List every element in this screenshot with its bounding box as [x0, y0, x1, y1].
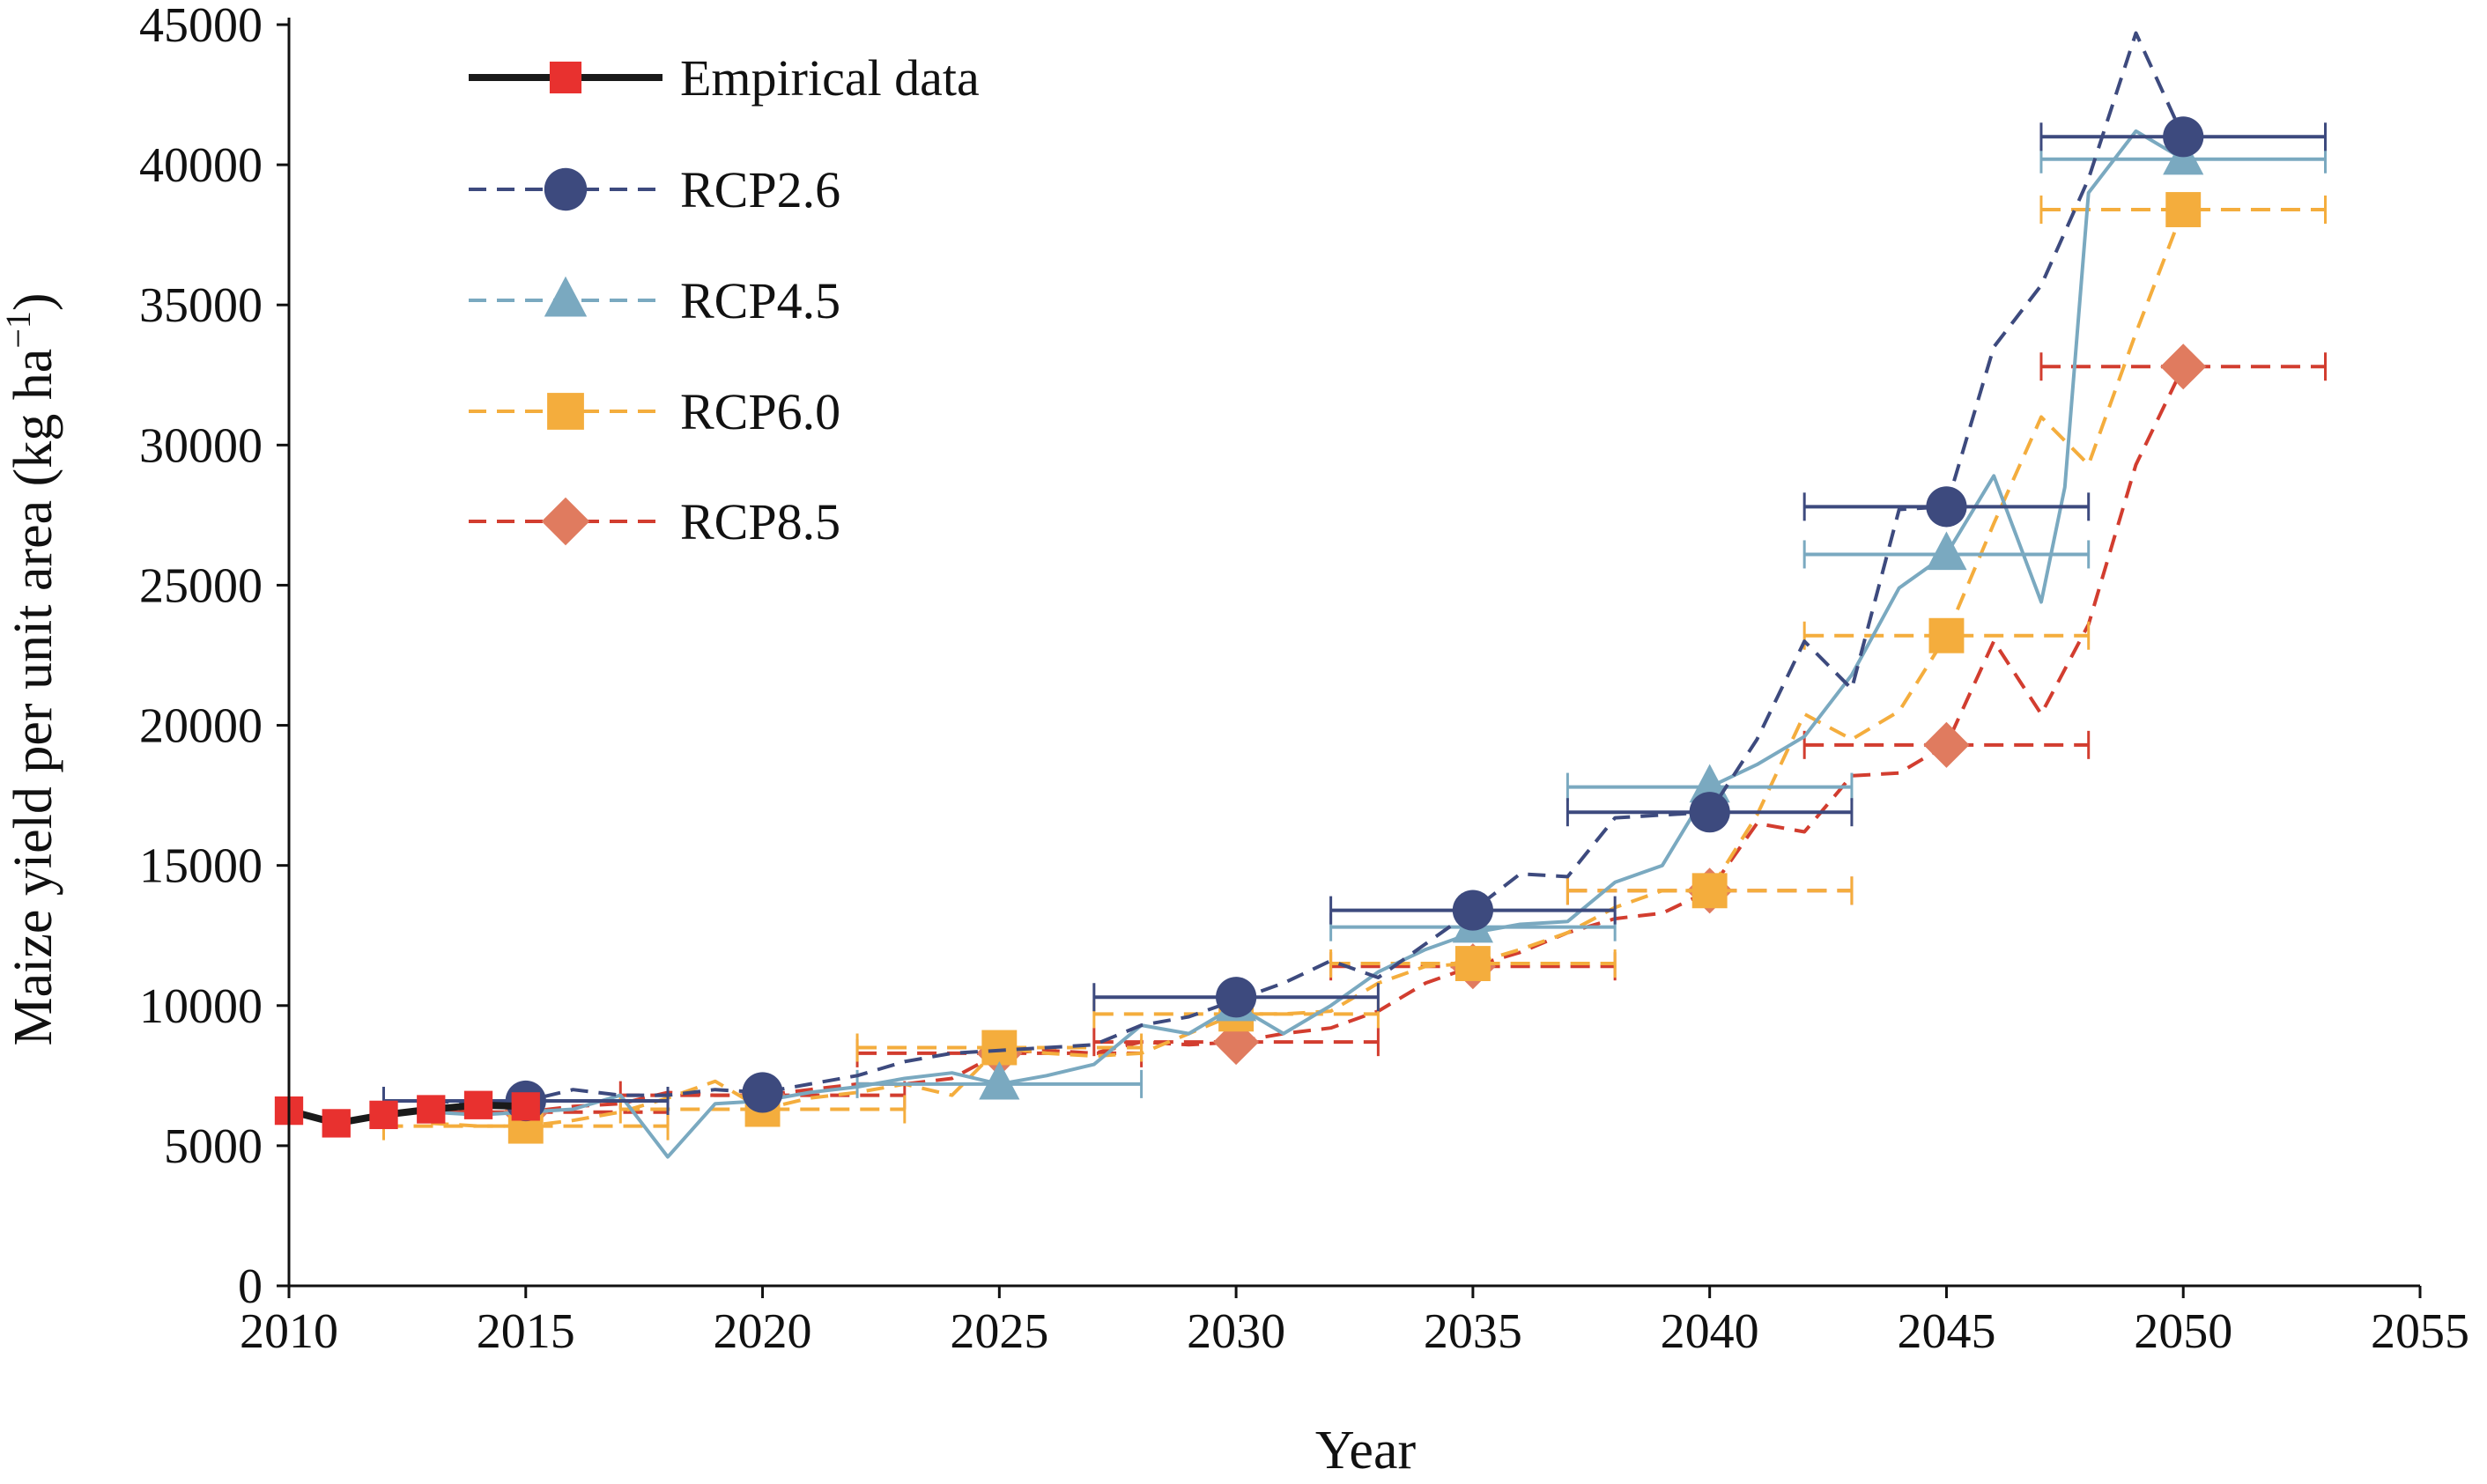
x-tick-label: 2050 [2134, 1304, 2232, 1359]
y-tick-label: 0 [238, 1259, 263, 1314]
data-point [463, 1090, 493, 1119]
legend-item: RCP4.5 [469, 272, 840, 329]
data-point [322, 1109, 351, 1138]
data-point [742, 1072, 783, 1113]
data-point [1452, 890, 1493, 931]
legend-label: Empirical data [680, 49, 980, 107]
y-tick-label: 15000 [139, 839, 263, 894]
x-tick-label: 2010 [240, 1304, 338, 1359]
legend-marker [544, 276, 588, 317]
x-axis-title: Year [1315, 1421, 1417, 1480]
y-tick-label: 20000 [139, 699, 263, 754]
y-tick-label: 35000 [139, 278, 263, 333]
series-rcp2-6 [382, 31, 2327, 1122]
data-point [2160, 343, 2207, 390]
series-rcp8-5 [382, 343, 2327, 1135]
y-axis-title-close: ) [4, 292, 63, 311]
data-point [1689, 792, 1730, 833]
data-point [1216, 977, 1257, 1018]
x-tick-label: 2040 [1661, 1304, 1759, 1359]
legend: Empirical data RCP2.6 RCP4.5 RCP6.0 RCP8.5 [469, 49, 980, 550]
y-tick-label: 40000 [139, 138, 263, 193]
x-tick-label: 2025 [950, 1304, 1048, 1359]
x-tick-label: 2045 [1897, 1304, 1995, 1359]
series-line [431, 209, 2186, 1128]
legend-item: RCP6.0 [469, 383, 840, 440]
data-point [979, 1060, 1020, 1100]
x-tick-label: 2055 [2371, 1304, 2469, 1359]
legend-marker [547, 393, 584, 430]
y-axis-title-superscript: −1 [0, 311, 38, 349]
series-layer [274, 31, 2327, 1159]
data-point [1928, 617, 1965, 653]
data-point [1691, 873, 1728, 909]
series-rcp6-0 [382, 192, 2327, 1144]
data-point [2165, 192, 2202, 227]
tick-labels: 2010 2015 2020 2025 2030 2035 2040 2045 2050 2055… [139, 0, 2469, 1359]
legend-marker [544, 167, 588, 211]
data-point [2163, 116, 2204, 158]
data-point [1926, 531, 1967, 571]
legend-label: RCP8.5 [680, 493, 840, 550]
y-tick-label: 5000 [164, 1119, 263, 1174]
data-point [1923, 721, 1970, 768]
y-tick-label: 45000 [139, 0, 263, 53]
legend-item: RCP8.5 [469, 493, 840, 550]
legend-label: RCP4.5 [680, 272, 840, 329]
x-tick-label: 2020 [714, 1304, 812, 1359]
series-line [431, 365, 2186, 1114]
data-point [1689, 764, 1730, 803]
legend-label: RCP2.6 [680, 161, 840, 218]
legend-label: RCP6.0 [680, 383, 840, 440]
series-line [431, 31, 2186, 1106]
x-tick-label: 2035 [1424, 1304, 1522, 1359]
data-point [369, 1100, 398, 1130]
legend-marker [541, 497, 590, 546]
y-tick-label: 10000 [139, 979, 263, 1034]
axes [277, 18, 2422, 1298]
legend-marker [549, 61, 582, 94]
x-tick-label: 2030 [1187, 1304, 1285, 1359]
data-point [511, 1092, 540, 1121]
legend-item: Empirical data [469, 49, 980, 107]
data-point [981, 1030, 1018, 1066]
legend-item: RCP2.6 [469, 161, 840, 218]
data-point [417, 1095, 446, 1124]
y-tick-label: 25000 [139, 558, 263, 613]
data-point [1926, 486, 1967, 528]
y-axis-title-main: Maize yield per unit area (kg ha [4, 349, 63, 1046]
x-tick-label: 2015 [477, 1304, 575, 1359]
y-tick-label: 30000 [139, 418, 263, 473]
data-point [1454, 946, 1491, 981]
y-axis-title: Maize yield per unit area (kg ha−1) [0, 292, 63, 1045]
